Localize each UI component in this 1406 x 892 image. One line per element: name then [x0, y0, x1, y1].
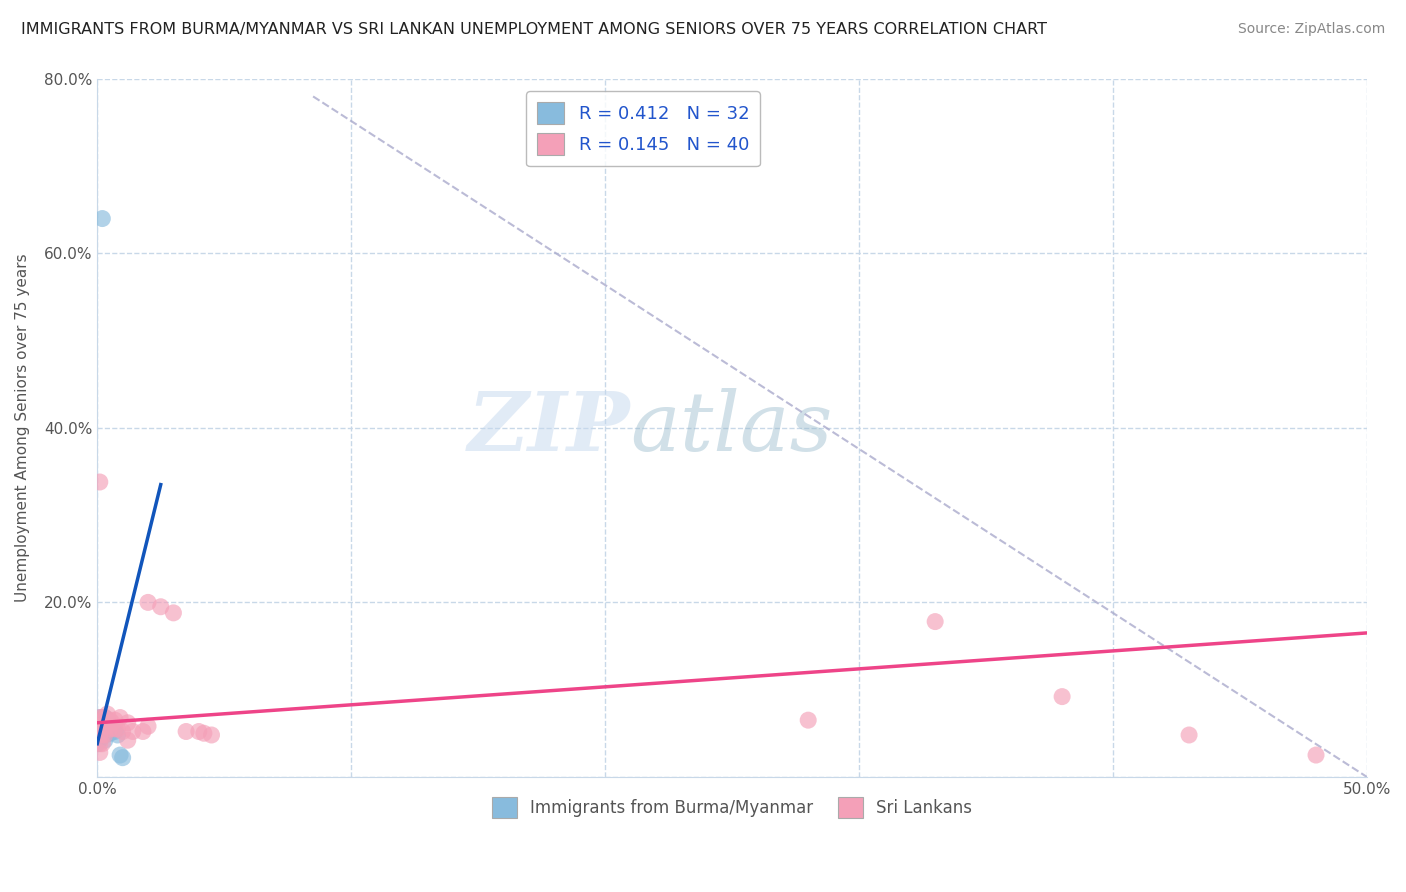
Point: [104, 713, 127, 727]
Point: [149, 599, 172, 614]
Point: [91, 724, 114, 739]
Point: [86, 737, 108, 751]
Point: [136, 719, 159, 733]
Point: [162, 606, 184, 620]
Point: [98, 713, 121, 727]
Point: [98, 719, 121, 733]
Point: [89, 713, 111, 727]
Y-axis label: Unemployment Among Seniors over 75 years: Unemployment Among Seniors over 75 years: [15, 253, 30, 602]
Point: [91, 722, 114, 736]
Point: [89, 710, 111, 724]
Legend: Immigrants from Burma/Myanmar, Sri Lankans: Immigrants from Burma/Myanmar, Sri Lanka…: [485, 790, 979, 824]
Point: [193, 726, 215, 740]
Point: [108, 710, 131, 724]
Point: [89, 722, 111, 736]
Point: [111, 750, 134, 764]
Point: [96, 719, 118, 733]
Point: [121, 724, 143, 739]
Point: [96, 724, 118, 739]
Point: [91, 717, 114, 731]
Point: [91, 728, 114, 742]
Point: [200, 728, 222, 742]
Point: [117, 715, 139, 730]
Point: [94, 710, 117, 724]
Point: [111, 724, 134, 739]
Point: [91, 710, 114, 724]
Point: [94, 733, 117, 747]
Point: [1050, 690, 1073, 704]
Point: [187, 724, 209, 739]
Point: [89, 719, 111, 733]
Point: [108, 747, 131, 762]
Point: [1305, 747, 1327, 762]
Point: [89, 731, 111, 745]
Point: [89, 713, 111, 727]
Point: [98, 722, 121, 736]
Point: [91, 737, 114, 751]
Point: [924, 615, 946, 629]
Point: [107, 728, 129, 742]
Point: [94, 722, 117, 736]
Point: [96, 713, 118, 727]
Point: [101, 722, 124, 736]
Point: [117, 733, 139, 747]
Point: [89, 746, 111, 760]
Point: [94, 719, 117, 733]
Text: atlas: atlas: [630, 388, 832, 468]
Point: [136, 595, 159, 609]
Point: [91, 211, 114, 226]
Point: [1178, 728, 1201, 742]
Text: ZIP: ZIP: [468, 388, 630, 468]
Point: [797, 713, 820, 727]
Point: [94, 728, 117, 742]
Point: [132, 724, 155, 739]
Point: [89, 726, 111, 740]
Point: [107, 722, 129, 736]
Point: [89, 710, 111, 724]
Point: [89, 737, 111, 751]
Point: [91, 728, 114, 742]
Point: [91, 710, 114, 724]
Point: [104, 724, 127, 739]
Point: [104, 722, 127, 736]
Text: IMMIGRANTS FROM BURMA/MYANMAR VS SRI LANKAN UNEMPLOYMENT AMONG SENIORS OVER 75 Y: IMMIGRANTS FROM BURMA/MYANMAR VS SRI LAN…: [21, 22, 1047, 37]
Point: [101, 715, 124, 730]
Point: [89, 475, 111, 489]
Point: [89, 728, 111, 742]
Point: [94, 728, 117, 742]
Point: [94, 710, 117, 724]
Point: [174, 724, 197, 739]
Point: [91, 719, 114, 733]
Point: [94, 713, 117, 727]
Point: [96, 719, 118, 733]
Point: [89, 719, 111, 733]
Text: Source: ZipAtlas.com: Source: ZipAtlas.com: [1237, 22, 1385, 37]
Point: [91, 715, 114, 730]
Point: [98, 726, 121, 740]
Point: [89, 733, 111, 747]
Point: [94, 724, 117, 739]
Point: [96, 707, 118, 722]
